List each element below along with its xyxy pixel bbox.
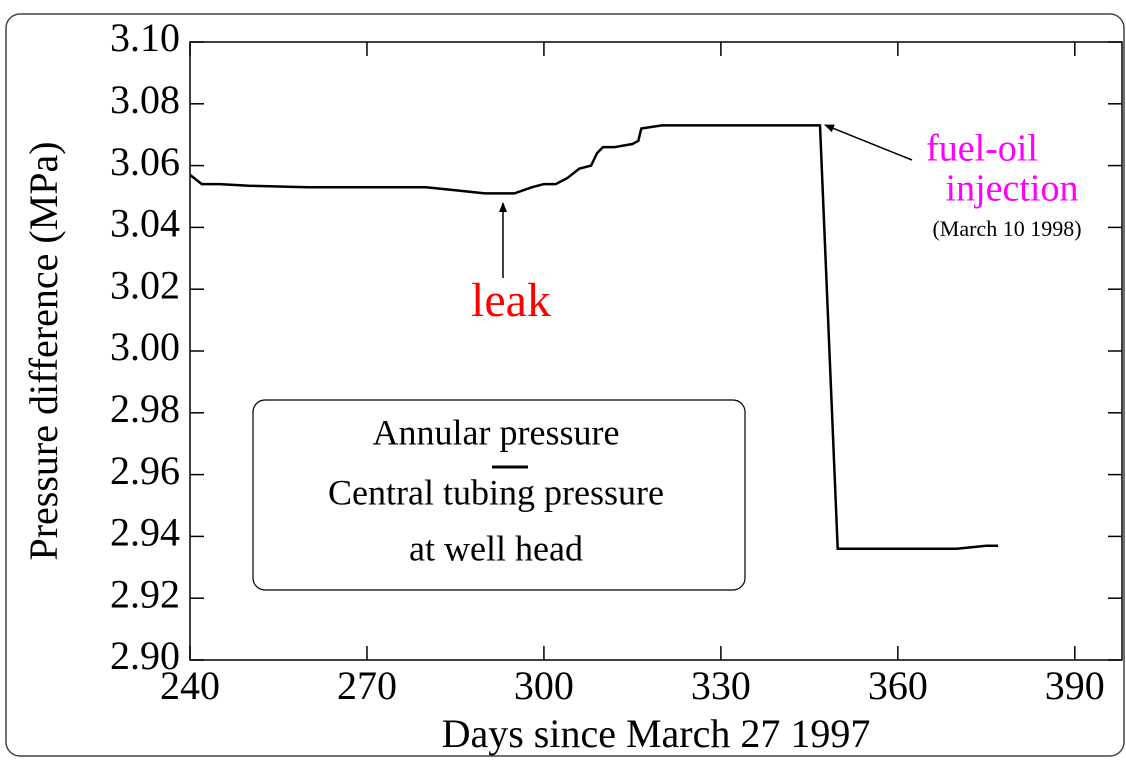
fuel-oil-label: fuel-oil	[926, 128, 1038, 170]
y-axis-label: Pressure difference (MPa)	[21, 141, 66, 560]
box-line: Central tubing pressure	[328, 472, 664, 512]
injection-label: injection	[946, 168, 1079, 210]
y-tick-label: 3.00	[110, 324, 180, 369]
leak-label: leak	[471, 274, 551, 327]
x-axis-label: Days since March 27 1997	[442, 711, 871, 756]
legend-box	[252, 399, 746, 591]
y-tick-label: 2.94	[110, 510, 180, 555]
y-tick-label: 3.10	[110, 15, 180, 60]
y-tick-label: 3.02	[110, 262, 180, 307]
y-tick-label: 3.04	[110, 201, 180, 246]
x-tick-label: 330	[691, 663, 751, 708]
injection-arrow	[824, 124, 913, 161]
x-tick-label: 300	[514, 663, 574, 708]
y-tick-label: 3.08	[110, 77, 180, 122]
data-line	[189, 124, 999, 551]
y-tick-label: 2.90	[110, 633, 180, 678]
box-line: Annular pressure	[373, 412, 620, 452]
date-label: (March 10 1998)	[932, 216, 1081, 241]
x-tick-label: 240	[160, 663, 220, 708]
y-tick-label: 3.06	[110, 139, 180, 184]
box-line: at well head	[409, 528, 583, 568]
y-tick-label: 2.98	[110, 386, 180, 431]
x-tick-label: 270	[337, 663, 397, 708]
x-tick-label: 360	[868, 663, 928, 708]
y-tick-label: 2.96	[110, 448, 180, 493]
frame	[5, 13, 1125, 757]
y-tick-label: 2.92	[110, 571, 180, 616]
x-tick-label: 390	[1045, 663, 1105, 708]
